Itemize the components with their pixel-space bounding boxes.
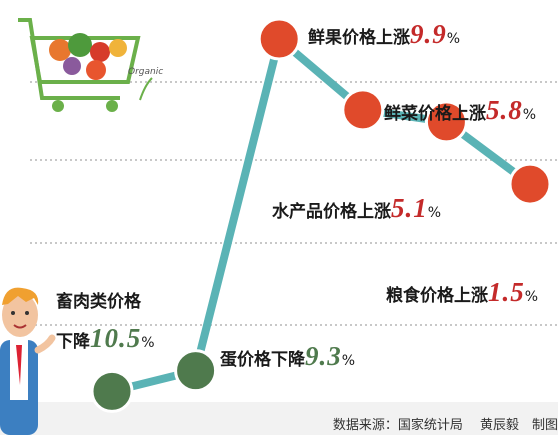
unit-label: % [141,335,154,351]
data-point [510,164,550,204]
point-label: 粮食价格上涨1.5% [386,274,538,315]
category-label: 水产品价格上涨 [272,202,391,222]
background-decoration [0,82,558,435]
unit-label: % [447,31,460,47]
value-label: 5.8 [486,95,523,125]
cart-illustration: Organic [18,20,163,112]
point-label: 畜肉类价格 下降10.5% [56,284,155,361]
data-point [92,371,132,411]
source-note: 数据来源：国家统计局 黄辰毅 制图 [333,414,558,433]
category-label: 粮食价格上涨 [386,286,488,306]
point-label: 水产品价格上涨5.1% [272,190,441,231]
category-label: 鲜菜价格上涨 [384,104,486,124]
point-label: 蛋价格下降9.3% [220,338,355,379]
data-point [343,90,383,130]
value-label: 5.1 [391,193,428,223]
infographic: Organic 数据来源：国家统计局 黄辰毅 制图 畜肉类价格 下降10.5% 蛋… [0,0,558,435]
unit-label: % [525,289,538,305]
value-label: 10.5 [90,323,141,353]
value-label: 9.9 [410,19,447,49]
data-point [259,19,299,59]
unit-label: % [342,353,355,369]
svg-text:Organic: Organic [128,67,163,77]
unit-label: % [428,205,441,221]
unit-label: % [523,107,536,123]
point-label: 鲜果价格上涨9.9% [308,16,460,57]
value-label: 9.3 [305,341,342,371]
value-label: 1.5 [488,277,525,307]
category-label: 蛋价格下降 [220,350,305,370]
category-label: 鲜果价格上涨 [308,28,410,48]
data-point [176,351,216,391]
point-label: 鲜菜价格上涨5.8% [384,92,536,133]
